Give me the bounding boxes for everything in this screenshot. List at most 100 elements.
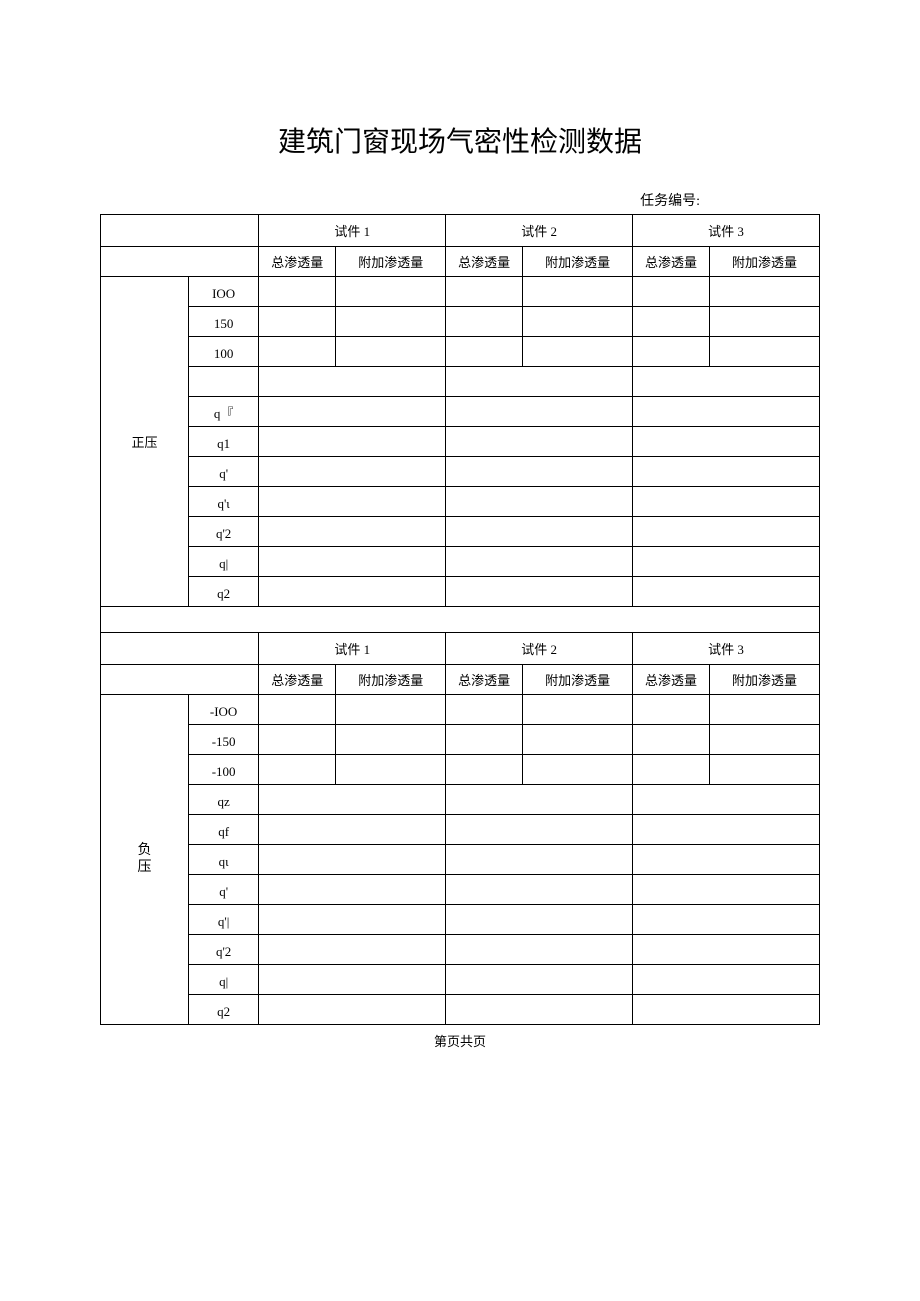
subheader-addl: 附加渗透量 — [336, 665, 446, 695]
param-cell: q2 — [188, 995, 258, 1025]
table-row: q| — [101, 965, 820, 995]
specimen-header: 试件 3 — [633, 633, 820, 665]
param-cell: q'2 — [188, 935, 258, 965]
data-cell — [446, 307, 523, 337]
data-cell — [633, 935, 820, 965]
data-cell — [633, 367, 820, 397]
data-cell — [259, 487, 446, 517]
table-row: q'2 — [101, 517, 820, 547]
specimen-header: 试件 1 — [259, 633, 446, 665]
param-cell: 100 — [188, 337, 258, 367]
specimen-header: 试件 1 — [259, 215, 446, 247]
param-cell: qz — [188, 785, 258, 815]
subheader-addl: 附加渗透量 — [523, 665, 633, 695]
data-cell — [259, 457, 446, 487]
param-cell — [188, 367, 258, 397]
subheader-blank — [101, 247, 259, 277]
data-cell — [259, 815, 446, 845]
table-row: -150 — [101, 725, 820, 755]
data-cell — [633, 965, 820, 995]
data-cell — [633, 815, 820, 845]
data-cell — [523, 695, 633, 725]
data-cell — [523, 755, 633, 785]
table-row: q2 — [101, 577, 820, 607]
table-row: q'ι — [101, 487, 820, 517]
table-subheader-row: 总渗透量 附加渗透量 总渗透量 附加渗透量 总渗透量 附加渗透量 — [101, 247, 820, 277]
data-cell — [259, 307, 336, 337]
data-cell — [446, 397, 633, 427]
subheader-total: 总渗透量 — [259, 247, 336, 277]
subheader-blank — [101, 665, 259, 695]
data-cell — [523, 337, 633, 367]
spacer-row — [101, 607, 820, 633]
data-table: 试件 1 试件 2 试件 3 总渗透量 附加渗透量 总渗透量 附加渗透量 总渗透… — [100, 214, 820, 1025]
data-cell — [446, 547, 633, 577]
data-cell — [446, 487, 633, 517]
subheader-total: 总渗透量 — [259, 665, 336, 695]
data-cell — [446, 875, 633, 905]
data-cell — [259, 517, 446, 547]
table-row: qι — [101, 845, 820, 875]
table-row: q1 — [101, 427, 820, 457]
table-row: q' — [101, 875, 820, 905]
data-cell — [336, 307, 446, 337]
data-cell — [259, 725, 336, 755]
subheader-total: 总渗透量 — [633, 665, 710, 695]
data-cell — [633, 397, 820, 427]
data-cell — [633, 577, 820, 607]
subheader-addl: 附加渗透量 — [710, 665, 820, 695]
data-cell — [259, 935, 446, 965]
data-cell — [633, 755, 710, 785]
data-cell — [633, 995, 820, 1025]
data-cell — [633, 307, 710, 337]
data-cell — [259, 547, 446, 577]
data-cell — [446, 427, 633, 457]
param-cell: q| — [188, 965, 258, 995]
data-cell — [336, 337, 446, 367]
data-cell — [710, 337, 820, 367]
page-title: 建筑门窗现场气密性检测数据 — [100, 120, 820, 160]
subheader-total: 总渗透量 — [633, 247, 710, 277]
data-cell — [446, 577, 633, 607]
table-row: q2 — [101, 995, 820, 1025]
param-cell: qι — [188, 845, 258, 875]
data-cell — [446, 517, 633, 547]
table-row: 100 — [101, 337, 820, 367]
data-cell — [633, 277, 710, 307]
data-cell — [523, 725, 633, 755]
data-cell — [446, 905, 633, 935]
section-label-negative: 负 压 — [101, 695, 189, 1025]
data-cell — [710, 725, 820, 755]
data-cell — [633, 517, 820, 547]
data-cell — [336, 755, 446, 785]
data-cell — [446, 755, 523, 785]
data-cell — [446, 457, 633, 487]
data-cell — [523, 277, 633, 307]
data-cell — [633, 725, 710, 755]
data-cell — [259, 785, 446, 815]
data-cell — [633, 337, 710, 367]
neg-label-1: 负 — [137, 843, 151, 858]
table-row: q| — [101, 547, 820, 577]
table-row: q『 — [101, 397, 820, 427]
table-row: q' — [101, 457, 820, 487]
specimen-header: 试件 3 — [633, 215, 820, 247]
data-cell — [336, 695, 446, 725]
data-cell — [336, 277, 446, 307]
data-cell — [446, 337, 523, 367]
data-cell — [710, 277, 820, 307]
table-row: q'| — [101, 905, 820, 935]
param-cell: q'2 — [188, 517, 258, 547]
data-cell — [633, 845, 820, 875]
subheader-total: 总渗透量 — [446, 247, 523, 277]
param-cell: q2 — [188, 577, 258, 607]
param-cell: q'| — [188, 905, 258, 935]
table-subheader-row: 总渗透量 附加渗透量 总渗透量 附加渗透量 总渗透量 附加渗透量 — [101, 665, 820, 695]
data-cell — [710, 695, 820, 725]
data-cell — [446, 725, 523, 755]
data-cell — [259, 845, 446, 875]
data-cell — [259, 875, 446, 905]
param-cell: q' — [188, 457, 258, 487]
data-cell — [446, 277, 523, 307]
data-cell — [259, 277, 336, 307]
